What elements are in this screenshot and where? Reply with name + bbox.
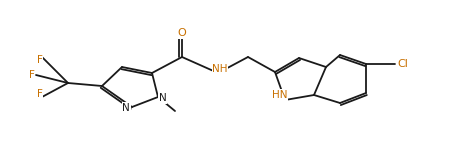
Text: Cl: Cl xyxy=(398,59,408,69)
Text: O: O xyxy=(177,28,186,38)
Text: NH: NH xyxy=(212,64,228,74)
Text: N: N xyxy=(122,103,130,113)
Text: N: N xyxy=(159,93,167,103)
Text: F: F xyxy=(37,89,43,99)
Text: F: F xyxy=(29,70,35,80)
Text: F: F xyxy=(37,55,43,65)
Text: HN: HN xyxy=(272,90,288,100)
